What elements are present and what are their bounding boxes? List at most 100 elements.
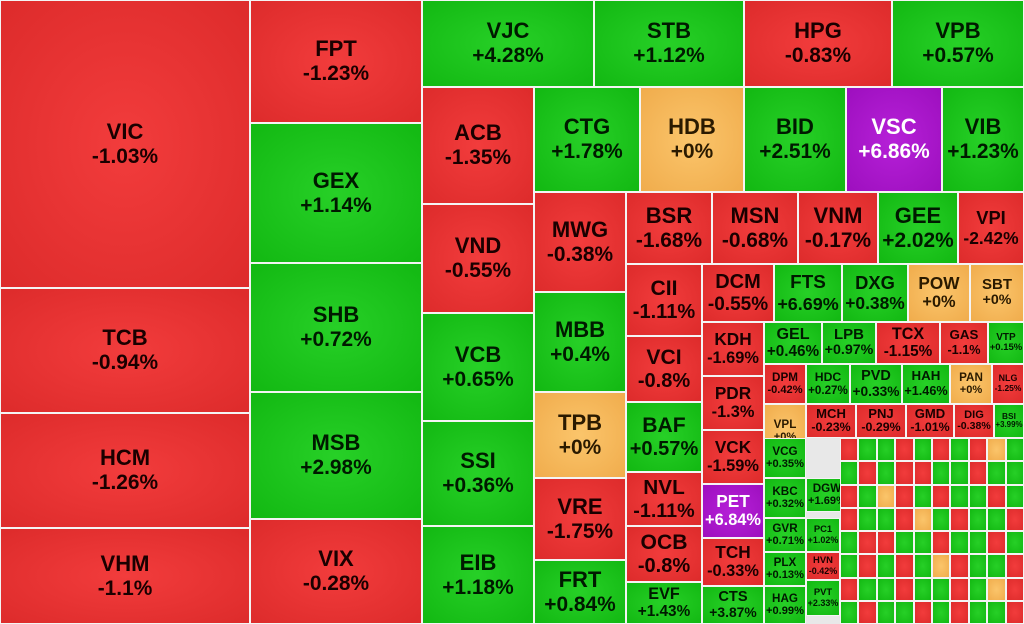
stock-tile-bsi[interactable]: BSI +3.99% <box>994 404 1024 438</box>
stock-tile-vix[interactable]: VIX -0.28% <box>250 519 422 624</box>
stock-tile-small[interactable] <box>895 554 914 578</box>
stock-tile-small[interactable] <box>1005 554 1024 578</box>
stock-tile-tch[interactable]: TCH -0.33% <box>702 538 764 586</box>
stock-tile-vnd[interactable]: VND -0.55% <box>422 204 534 313</box>
stock-tile-vhm[interactable]: VHM -1.1% <box>0 528 250 624</box>
stock-tile-pc1[interactable]: PC1 +1.02% <box>806 518 840 552</box>
stock-tile-vsc[interactable]: VSC +6.86% <box>846 87 942 192</box>
stock-tile-fpt[interactable]: FPT -1.23% <box>250 0 422 123</box>
stock-tile-pet[interactable]: PET +6.84% <box>702 484 764 538</box>
stock-tile-dxg[interactable]: DXG +0.38% <box>842 264 908 322</box>
stock-tile-small[interactable] <box>876 554 896 578</box>
stock-tile-tcx[interactable]: TCX -1.15% <box>876 322 940 364</box>
stock-tile-small[interactable] <box>968 484 988 508</box>
stock-tile-small[interactable] <box>858 554 877 578</box>
stock-tile-small[interactable] <box>987 484 1006 508</box>
stock-tile-small[interactable] <box>840 600 859 624</box>
stock-tile-kbc[interactable]: KBC +0.32% <box>764 478 806 518</box>
stock-tile-pnj[interactable]: PNJ -0.29% <box>856 404 906 438</box>
stock-tile-small[interactable] <box>950 531 969 555</box>
stock-tile-tcb[interactable]: TCB -0.94% <box>0 288 250 413</box>
stock-tile-small[interactable] <box>932 600 951 624</box>
stock-tile-small[interactable] <box>932 484 951 508</box>
stock-tile-vjc[interactable]: VJC +4.28% <box>422 0 594 87</box>
stock-tile-baf[interactable]: BAF +0.57% <box>626 402 702 472</box>
stock-tile-small[interactable] <box>876 438 896 462</box>
stock-tile-hpg[interactable]: HPG -0.83% <box>744 0 892 87</box>
stock-tile-hcm[interactable]: HCM -1.26% <box>0 413 250 528</box>
stock-tile-small[interactable] <box>858 461 877 485</box>
stock-tile-small[interactable] <box>987 531 1006 555</box>
stock-tile-small[interactable] <box>876 600 896 624</box>
stock-tile-mwg[interactable]: MWG -0.38% <box>534 192 626 292</box>
stock-tile-small[interactable] <box>1005 461 1024 485</box>
stock-tile-ctg[interactable]: CTG +1.78% <box>534 87 640 192</box>
stock-tile-small[interactable] <box>858 600 877 624</box>
stock-tile-small[interactable] <box>876 484 896 508</box>
stock-tile-small[interactable] <box>932 554 951 578</box>
stock-tile-vnm[interactable]: VNM -0.17% <box>798 192 878 264</box>
stock-tile-tpb[interactable]: TPB +0% <box>534 392 626 478</box>
stock-tile-small[interactable] <box>968 554 988 578</box>
stock-tile-small[interactable] <box>840 484 859 508</box>
stock-tile-small[interactable] <box>1005 531 1024 555</box>
stock-tile-small[interactable] <box>950 461 969 485</box>
stock-tile-stb[interactable]: STB +1.12% <box>594 0 744 87</box>
stock-tile-small[interactable] <box>913 531 932 555</box>
stock-tile-small[interactable] <box>840 531 859 555</box>
stock-tile-vcg[interactable]: VCG +0.35% <box>764 438 806 478</box>
stock-tile-small[interactable] <box>1005 577 1024 601</box>
stock-tile-small[interactable] <box>876 507 896 531</box>
stock-tile-small[interactable] <box>950 600 969 624</box>
stock-tile-frt[interactable]: FRT +0.84% <box>534 560 626 624</box>
stock-tile-gex[interactable]: GEX +1.14% <box>250 123 422 263</box>
stock-tile-small[interactable] <box>1005 484 1024 508</box>
stock-tile-small[interactable] <box>987 461 1006 485</box>
stock-tile-small[interactable] <box>968 600 988 624</box>
stock-tile-evf[interactable]: EVF +1.43% <box>626 582 702 624</box>
stock-tile-small[interactable] <box>1005 438 1024 462</box>
stock-tile-vpi[interactable]: VPI -2.42% <box>958 192 1024 264</box>
stock-tile-small[interactable] <box>913 461 932 485</box>
stock-tile-small[interactable] <box>876 577 896 601</box>
stock-tile-small[interactable] <box>858 484 877 508</box>
stock-tile-ssi[interactable]: SSI +0.36% <box>422 421 534 526</box>
stock-tile-pow[interactable]: POW +0% <box>908 264 970 322</box>
stock-tile-gel[interactable]: GEL +0.46% <box>764 322 822 364</box>
stock-tile-ocb[interactable]: OCB -0.8% <box>626 526 702 582</box>
stock-tile-small[interactable] <box>876 531 896 555</box>
stock-tile-small[interactable] <box>840 577 859 601</box>
stock-tile-plx[interactable]: PLX +0.13% <box>764 552 806 586</box>
stock-tile-mbb[interactable]: MBB +0.4% <box>534 292 626 392</box>
stock-tile-small[interactable] <box>987 438 1006 462</box>
stock-tile-vck[interactable]: VCK -1.59% <box>702 430 764 484</box>
stock-tile-eib[interactable]: EIB +1.18% <box>422 526 534 624</box>
stock-tile-small[interactable] <box>968 507 988 531</box>
stock-tile-small[interactable] <box>1005 600 1024 624</box>
stock-tile-pvd[interactable]: PVD +0.33% <box>850 364 902 404</box>
stock-tile-small[interactable] <box>987 507 1006 531</box>
stock-tile-vpb[interactable]: VPB +0.57% <box>892 0 1024 87</box>
stock-tile-pvt[interactable]: PVT +2.33% <box>806 580 840 616</box>
stock-tile-dig[interactable]: DIG -0.38% <box>954 404 994 438</box>
stock-tile-small[interactable] <box>913 554 932 578</box>
stock-tile-small[interactable] <box>987 600 1006 624</box>
stock-tile-vtp[interactable]: VTP +0.15% <box>988 322 1024 364</box>
stock-tile-small[interactable] <box>913 600 932 624</box>
stock-tile-vic[interactable]: VIC -1.03% <box>0 0 250 288</box>
stock-tile-small[interactable] <box>895 531 914 555</box>
stock-tile-hah[interactable]: HAH +1.46% <box>902 364 950 404</box>
stock-tile-small[interactable] <box>858 438 877 462</box>
stock-tile-small[interactable] <box>840 554 859 578</box>
stock-tile-small[interactable] <box>913 438 932 462</box>
stock-tile-small[interactable] <box>987 554 1006 578</box>
stock-tile-small[interactable] <box>968 461 988 485</box>
stock-tile-small[interactable] <box>913 507 932 531</box>
stock-tile-hdb[interactable]: HDB +0% <box>640 87 744 192</box>
stock-tile-small[interactable] <box>932 438 951 462</box>
stock-tile-small[interactable] <box>932 577 951 601</box>
stock-tile-hag[interactable]: HAG +0.99% <box>764 586 806 624</box>
stock-tile-small[interactable] <box>932 461 951 485</box>
stock-tile-small[interactable] <box>913 484 932 508</box>
stock-tile-kdh[interactable]: KDH -1.69% <box>702 322 764 376</box>
